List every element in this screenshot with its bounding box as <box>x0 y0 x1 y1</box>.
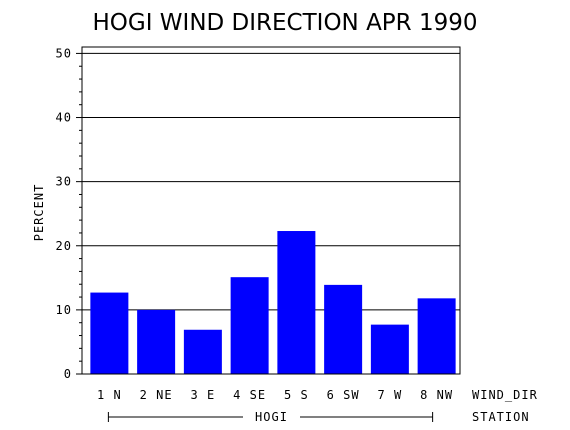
bar-8-nw <box>417 298 456 374</box>
plot-frame <box>81 46 461 375</box>
y-tick-label: 30 <box>56 175 72 189</box>
y-tick-label: 50 <box>56 46 72 60</box>
y-axis: 0 10 20 30 40 50 <box>56 46 82 381</box>
y-tick-label: 20 <box>56 239 72 253</box>
bar-7-w <box>370 324 409 374</box>
bar-2-ne <box>137 309 176 374</box>
bar-1-n <box>90 292 129 374</box>
bar-3-e <box>183 329 222 374</box>
x-tick-label: 3 E <box>191 388 216 402</box>
x-tick-label: 1 N <box>97 388 122 402</box>
x-tick-label: 6 SW <box>327 388 360 402</box>
gridlines <box>82 52 460 311</box>
x-tick-label: 7 W <box>378 388 403 402</box>
x-tick-labels: 1 N 2 NE 3 E 4 SE 5 S 6 SW 7 W 8 NW <box>97 388 453 402</box>
bar-5-s <box>277 231 316 374</box>
station-axis-label: STATION <box>472 410 530 424</box>
bar-4-se <box>230 277 269 374</box>
bar-6-sw <box>324 284 363 374</box>
x-tick-label: 4 SE <box>233 388 266 402</box>
chart-title: HOGI WIND DIRECTION APR 1990 <box>92 10 477 36</box>
bars <box>90 231 456 374</box>
y-tick-label: 10 <box>56 303 72 317</box>
x-axis-label: WIND_DIR <box>472 388 538 402</box>
y-tick-label: 0 <box>64 367 72 381</box>
x-tick-label: 5 S <box>284 388 309 402</box>
y-tick-label: 40 <box>56 111 72 125</box>
y-axis-label: PERCENT <box>32 184 46 242</box>
x-tick-label: 8 NW <box>420 388 453 402</box>
station-group-bracket <box>107 412 434 422</box>
x-tick-label: 2 NE <box>140 388 173 402</box>
station-group-name: HOGI <box>255 410 288 424</box>
